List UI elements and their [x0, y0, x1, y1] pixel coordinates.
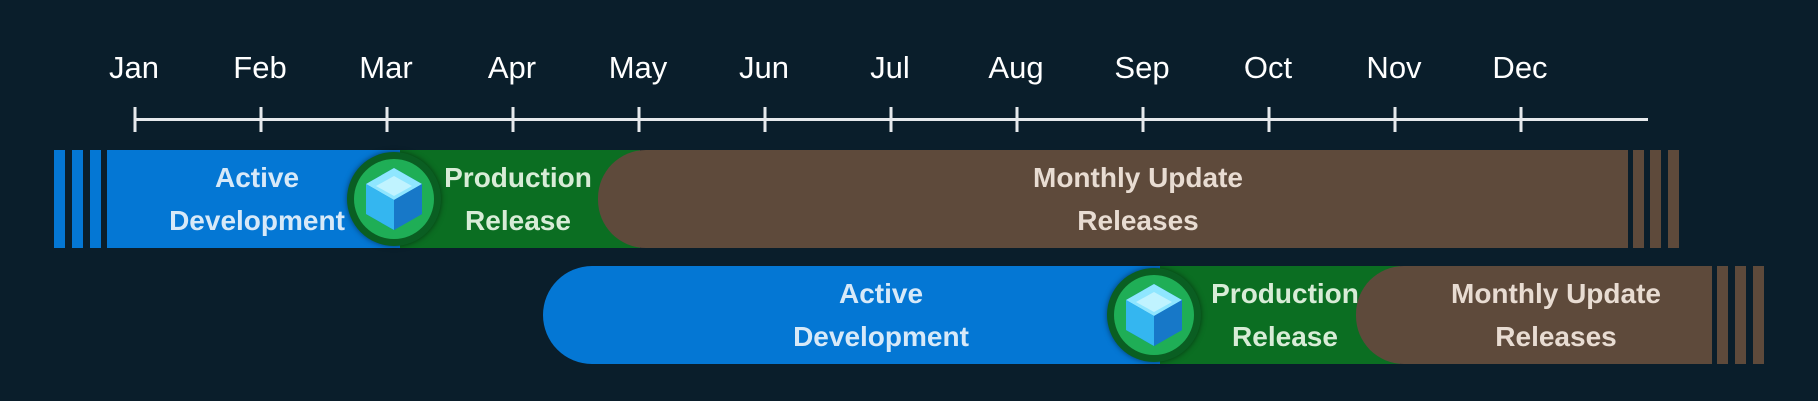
monthly-update-bar — [598, 150, 1628, 248]
continuation-stripe — [1753, 266, 1764, 364]
axis-tick — [1393, 107, 1397, 132]
continuation-stripe — [1717, 266, 1728, 364]
month-label-apr: Apr — [487, 50, 537, 85]
axis-tick — [1141, 107, 1145, 132]
month-label-sep: Sep — [1114, 50, 1170, 85]
axis-tick — [133, 107, 137, 132]
production-release-label: Production Release — [1211, 278, 1359, 352]
monthly-update-bar — [1356, 266, 1712, 364]
continuation-stripe — [1650, 150, 1661, 248]
axis-tick — [511, 107, 515, 132]
production-release-label: Production Release — [444, 162, 592, 236]
month-label-oct: Oct — [1243, 50, 1293, 85]
continuation-stripe — [1633, 150, 1644, 248]
continuation-stripe — [90, 150, 101, 248]
active-development-bar — [543, 266, 1170, 364]
axis-tick — [1519, 107, 1523, 132]
continuation-stripe — [1668, 150, 1679, 248]
axis-tick — [1267, 107, 1271, 132]
axis-tick — [763, 107, 767, 132]
active-development-label: Active Development — [169, 162, 345, 236]
axis-tick — [1015, 107, 1019, 132]
active-development-label: Active Development — [793, 278, 969, 352]
axis-tick — [385, 107, 389, 132]
continuation-stripe — [72, 150, 83, 248]
month-label-nov: Nov — [1366, 50, 1422, 85]
cube-icon — [1126, 284, 1182, 346]
cube-icon — [366, 168, 422, 230]
month-label-may: May — [608, 50, 668, 85]
month-label-feb: Feb — [233, 50, 287, 85]
continuation-stripe — [1735, 266, 1746, 364]
axis-tick — [889, 107, 893, 132]
month-label-jun: Jun — [739, 50, 789, 85]
release-badge — [1107, 268, 1201, 362]
month-label-dec: Dec — [1492, 50, 1548, 85]
monthly-update-label: Monthly Update Releases — [1451, 278, 1661, 352]
axis-tick — [637, 107, 641, 132]
release-badge — [347, 152, 441, 246]
month-label-mar: Mar — [359, 50, 413, 85]
month-label-jul: Jul — [870, 50, 910, 85]
continuation-stripe — [54, 150, 65, 248]
month-label-jan: Jan — [109, 50, 159, 85]
axis-tick — [259, 107, 263, 132]
monthly-update-label: Monthly Update Releases — [1033, 162, 1243, 236]
month-label-aug: Aug — [988, 50, 1044, 85]
